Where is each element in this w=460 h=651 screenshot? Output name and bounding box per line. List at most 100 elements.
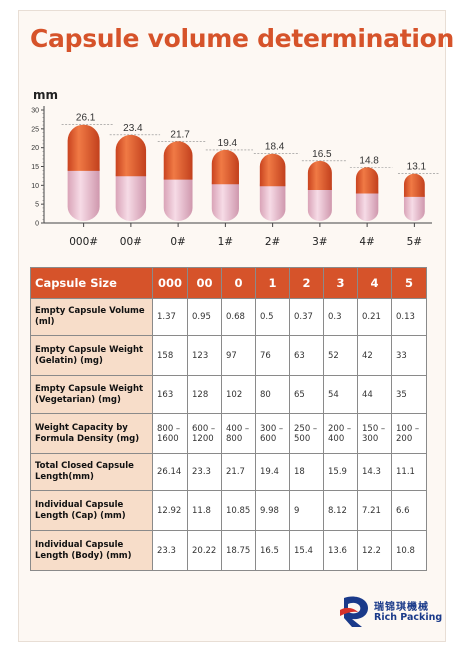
- value-label: 21.7: [170, 129, 190, 140]
- table-cell: 128: [187, 375, 222, 414]
- value-label: 19.4: [218, 138, 238, 149]
- table-cell: 158: [152, 335, 188, 376]
- table-cell: 800 – 1600: [152, 413, 188, 454]
- table-cell: 0.3: [323, 298, 358, 336]
- row-label: Individual Capsule Length (Cap) (mm): [30, 490, 153, 531]
- row-label: Empty Capsule Weight (Vegetarian) (mg): [30, 375, 153, 414]
- category-label: 000#: [69, 236, 98, 248]
- table-cell: 15.9: [323, 453, 358, 491]
- table-cell: 12.92: [152, 490, 188, 531]
- capsule-cap: [355, 167, 379, 194]
- table-cell: 16.5: [255, 530, 290, 571]
- row-label: Total Closed Capsule Length(mm): [30, 453, 153, 491]
- bar-layer: 26.1 23.4 21.7 19.4 18.4 16.5 14.8 13.1: [67, 113, 427, 221]
- size-header: 0: [221, 267, 256, 299]
- value-label: 16.5: [312, 149, 332, 160]
- table-cell: 150 – 300: [357, 413, 392, 454]
- spec-table: Capsule Size 000 00 0 1 2 3 4 5 Empty Ca…: [30, 267, 427, 571]
- table-cell: 23.3: [187, 453, 222, 491]
- table-row: Empty Capsule Volume (ml) 1.37 0.95 0.68 0.5…: [30, 298, 427, 336]
- brand-name-cn: 瑞锦琪機械: [374, 602, 429, 613]
- category-label: 4#: [359, 236, 374, 248]
- table-cell: 20.22: [187, 530, 222, 571]
- capsule-cap: [211, 149, 239, 185]
- row-label: Individual Capsule Length (Body) (mm): [30, 530, 153, 571]
- category-label: 5#: [407, 236, 422, 248]
- capsule-cap: [115, 134, 147, 177]
- table-cell: 63: [289, 335, 324, 376]
- capsule-chart: 0 5 10 15 20 25 30 000# 00# 0# 1# 2# 3# 4# 5# 26.1 23.4…: [31, 106, 439, 248]
- table-cell: 21.7: [221, 453, 256, 491]
- category-label: 1#: [218, 236, 233, 248]
- value-label: 18.4: [265, 142, 285, 153]
- size-header: 4: [357, 267, 392, 299]
- table-cell: 52: [323, 335, 358, 376]
- table-cell: 15.4: [289, 530, 324, 571]
- value-label: 13.1: [407, 162, 427, 173]
- table-cell: 14.3: [357, 453, 392, 491]
- size-header: 3: [323, 267, 358, 299]
- table-cell: 18.75: [221, 530, 256, 571]
- table-cell: 400 – 800: [221, 413, 256, 454]
- capsule-cap: [307, 160, 332, 191]
- table-cell: 44: [357, 375, 392, 414]
- table-body: Empty Capsule Volume (ml) 1.37 0.95 0.68 0.5…: [30, 298, 427, 571]
- table-cell: 54: [323, 375, 358, 414]
- table-cell: 300 – 600: [255, 413, 290, 454]
- category-label: 0#: [170, 236, 185, 248]
- table-cell: 26.14: [152, 453, 188, 491]
- table-cell: 6.6: [391, 490, 427, 531]
- y-tick-label: 30: [31, 108, 39, 115]
- table-cell: 123: [187, 335, 222, 376]
- y-tick-label: 0: [35, 221, 39, 228]
- table-cell: 10.85: [221, 490, 256, 531]
- table-cell: 1.37: [152, 298, 188, 336]
- table-cell: 0.95: [187, 298, 222, 336]
- table-cell: 42: [357, 335, 392, 376]
- row-label: Empty Capsule Weight (Gelatin) (mg): [30, 335, 153, 376]
- table-row: Individual Capsule Length (Cap) (mm) 12.9…: [30, 490, 427, 531]
- table-cell: 250 – 500: [289, 413, 324, 454]
- table-cell: 200 – 400: [323, 413, 358, 454]
- table-cell: 0.21: [357, 298, 392, 336]
- table-cell: 600 – 1200: [187, 413, 222, 454]
- table-cell: 65: [289, 375, 324, 414]
- table-cell: 0.5: [255, 298, 290, 336]
- table-cell: 97: [221, 335, 256, 376]
- table-row: Total Closed Capsule Length(mm) 26.14 23.3…: [30, 453, 427, 491]
- axis-layer: 0 5 10 15 20 25 30 000# 00# 0# 1# 2# 3# 4# 5#: [31, 106, 432, 248]
- table-row: Empty Capsule Weight (Vegetarian) (mg) 16…: [30, 375, 427, 414]
- size-header: 5: [391, 267, 427, 299]
- table-cell: 8.12: [323, 490, 358, 531]
- table-cell: 76: [255, 335, 290, 376]
- table-cell: 102: [221, 375, 256, 414]
- table-cell: 10.8: [391, 530, 427, 571]
- table-cell: 18: [289, 453, 324, 491]
- table-cell: 0.37: [289, 298, 324, 336]
- y-tick-label: 25: [31, 126, 39, 133]
- table-cell: 80: [255, 375, 290, 414]
- capsule-cap: [67, 124, 100, 171]
- table-cell: 12.2: [357, 530, 392, 571]
- brand-name-en: Rich Packing: [374, 612, 443, 623]
- table-cell: 33: [391, 335, 427, 376]
- table-cell: 23.3: [152, 530, 188, 571]
- table-cell: 163: [152, 375, 188, 414]
- value-label: 26.1: [76, 113, 96, 124]
- size-header: 000: [152, 267, 188, 299]
- table-cell: 9.98: [255, 490, 290, 531]
- category-label: 3#: [312, 236, 327, 248]
- table-row: Individual Capsule Length (Body) (mm) 23.…: [30, 530, 427, 571]
- category-label: 00#: [120, 236, 142, 248]
- size-header: 1: [255, 267, 290, 299]
- capsule-cap: [163, 141, 193, 180]
- category-label: 2#: [265, 236, 280, 248]
- table-cell: 35: [391, 375, 427, 414]
- unit-label: mm: [33, 88, 59, 102]
- table-cell: 11.8: [187, 490, 222, 531]
- table-cell: 7.21: [357, 490, 392, 531]
- capsule-cap: [403, 173, 425, 197]
- row-label: Weight Capacity by Formula Density (mg): [30, 413, 153, 454]
- table-cell: 100 – 200: [391, 413, 427, 454]
- y-tick-label: 15: [31, 164, 39, 171]
